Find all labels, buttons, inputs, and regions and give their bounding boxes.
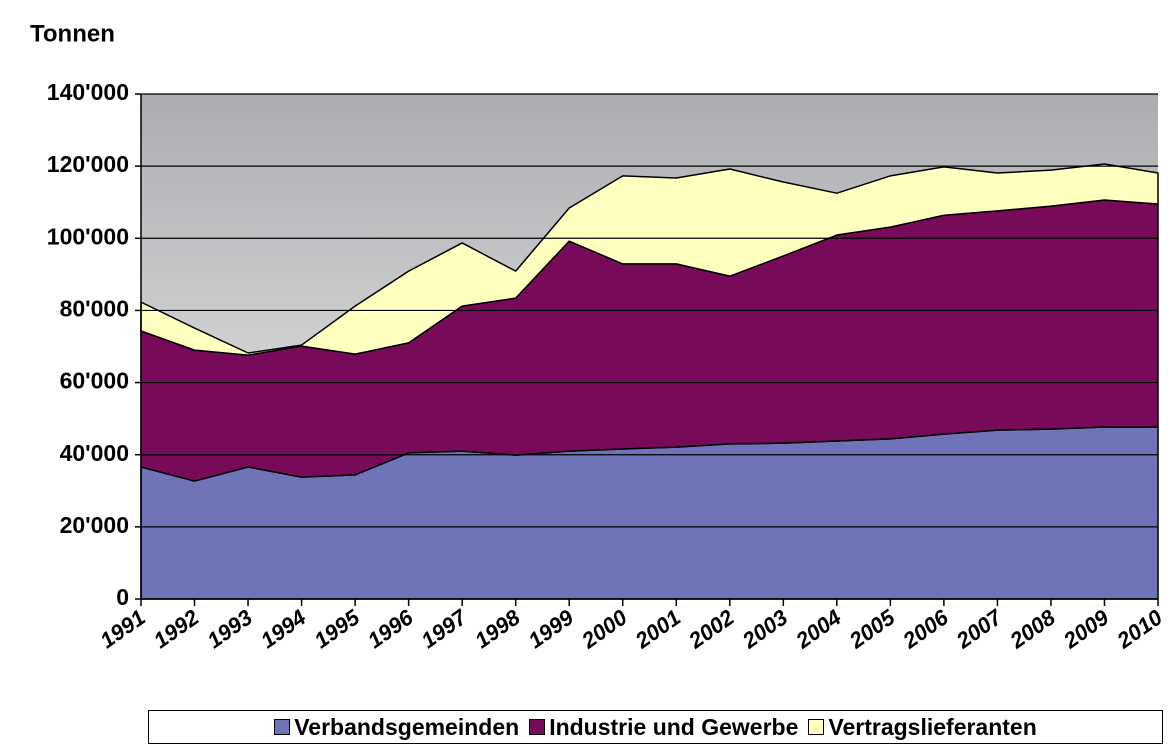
legend-label: Industrie und Gewerbe [549,713,799,740]
x-tick-label: 2009 [1058,604,1114,654]
x-tick-label: 1996 [363,604,418,653]
y-tick-label: 40'000 [60,440,129,466]
x-tick-label: 1999 [524,604,579,653]
x-tick-label: 2008 [1005,604,1061,654]
y-tick-label: 0 [116,584,129,610]
x-tick-label: 2001 [630,605,685,654]
y-tick-label: 140'000 [47,79,129,105]
x-tick-label: 1993 [202,605,256,654]
x-tick-label: 2004 [790,605,845,654]
legend-item: Verbandsgemeinden [274,714,519,741]
x-tick-label: 1998 [470,604,525,653]
areas [140,163,1159,600]
y-tick-label: 120'000 [47,151,129,177]
x-tick-label: 2007 [951,604,1008,654]
area [140,163,1159,356]
legend-item: Industrie und Gewerbe [529,714,798,741]
x-tick-label: 1992 [149,604,204,653]
legend-label: Vertragslieferanten [828,713,1037,740]
chart-title: Tonnen [30,20,115,47]
y-tick-label: 80'000 [60,296,129,322]
legend: Verbandsgemeinden Industrie und Gewerbe Ve… [148,710,1163,744]
x-tick-label: 2003 [737,605,792,654]
y-tick-label: 100'000 [47,223,129,249]
x-tick-label: 2002 [683,604,739,654]
legend-swatch [529,719,546,735]
legend-label: Verbandsgemeinden [294,713,520,740]
chart: Tonnen 0 20'000 40'000 60'000 80'000 100'000 1… [30,20,1168,654]
x-tick-label: 1997 [417,604,473,654]
x-tick-label: 2005 [844,604,900,654]
legend-swatch [808,719,825,735]
x-tick-label: 1991 [95,605,149,654]
x-tick-label: 2000 [576,604,632,654]
x-tick-label: 1995 [310,604,365,653]
legend-item: Vertragslieferanten [808,713,1037,741]
x-tick-label: 2006 [898,604,954,654]
y-tick-label: 60'000 [60,368,129,394]
x-tick-label: 2010 [1112,604,1168,654]
y-tick-label: 20'000 [60,512,129,538]
x-tick-label: 1994 [256,605,310,654]
legend-swatch [274,719,291,735]
